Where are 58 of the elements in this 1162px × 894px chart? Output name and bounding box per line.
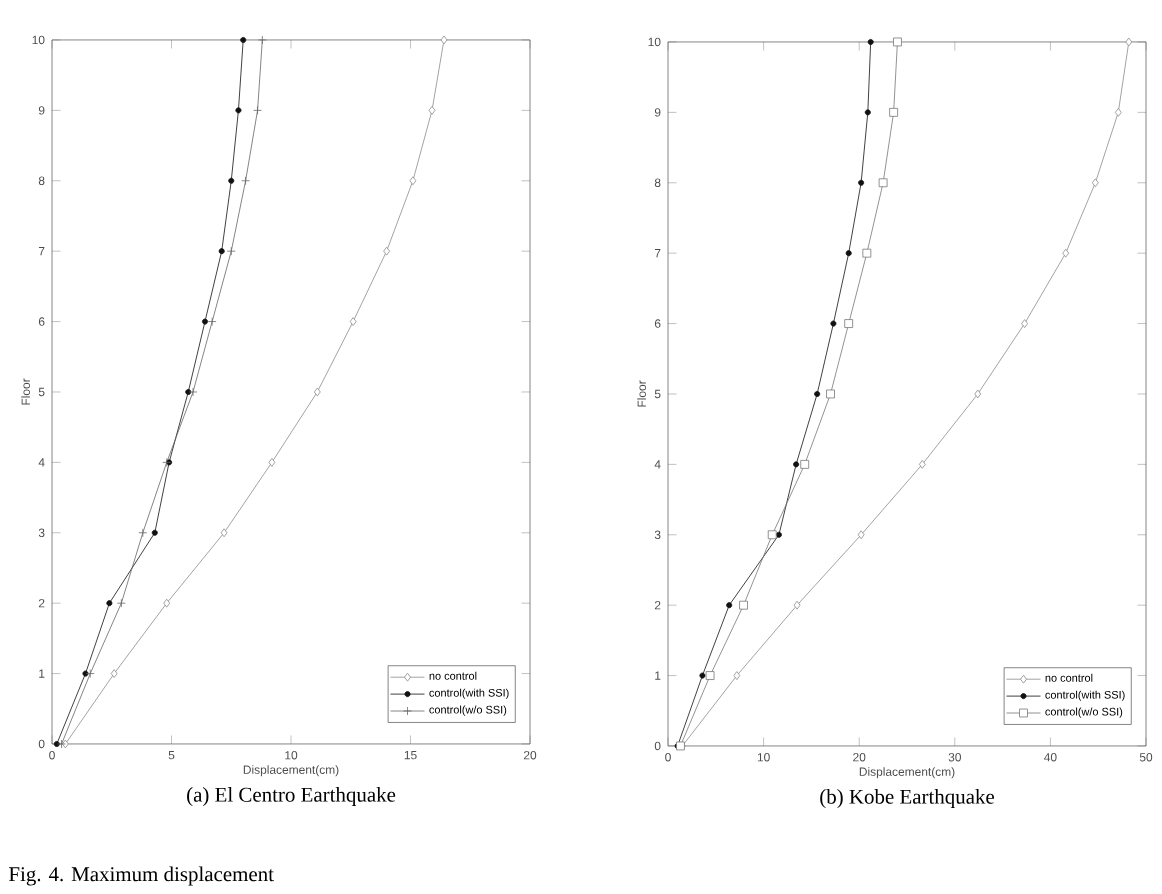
point	[974, 389, 982, 399]
point	[85, 669, 95, 678]
point	[240, 36, 247, 43]
point	[814, 390, 821, 397]
point	[106, 600, 113, 607]
point	[844, 319, 854, 328]
point	[383, 246, 391, 256]
point	[138, 528, 148, 538]
point	[699, 672, 706, 679]
caption: Fig. 4. Maximum displacement	[9, 866, 274, 886]
text: (a) El Centro Earthquake	[187, 787, 396, 807]
point	[826, 389, 835, 399]
point	[241, 176, 250, 186]
point	[739, 600, 748, 610]
point	[726, 602, 733, 609]
point	[878, 178, 888, 188]
point	[705, 671, 715, 680]
point	[188, 387, 198, 397]
point	[253, 105, 262, 115]
point	[793, 600, 801, 610]
point	[428, 105, 436, 115]
point	[228, 177, 235, 184]
point	[349, 317, 357, 326]
point	[867, 38, 874, 45]
point	[858, 179, 865, 186]
point	[857, 530, 865, 540]
point	[226, 246, 236, 256]
point	[775, 531, 782, 538]
point	[163, 598, 171, 608]
point	[218, 248, 225, 255]
point	[268, 457, 276, 467]
point	[235, 107, 242, 114]
point	[793, 461, 800, 468]
point	[830, 320, 837, 327]
point	[864, 109, 871, 116]
point	[918, 459, 926, 469]
point	[220, 528, 228, 538]
point	[800, 459, 810, 469]
point	[110, 669, 118, 678]
point	[845, 250, 852, 257]
point	[116, 598, 126, 608]
point	[1114, 107, 1122, 117]
point	[440, 35, 448, 45]
point	[409, 176, 417, 186]
point	[201, 318, 208, 325]
point	[1125, 37, 1133, 47]
text: (b) Kobe Earthquake	[820, 789, 995, 809]
point	[313, 387, 321, 397]
point	[889, 107, 899, 117]
point	[1091, 178, 1099, 188]
point	[151, 529, 158, 536]
point	[733, 671, 741, 680]
point	[862, 248, 872, 258]
point	[1062, 248, 1070, 258]
point	[893, 37, 902, 47]
point	[207, 317, 217, 326]
point	[767, 530, 777, 540]
point	[1021, 319, 1028, 328]
